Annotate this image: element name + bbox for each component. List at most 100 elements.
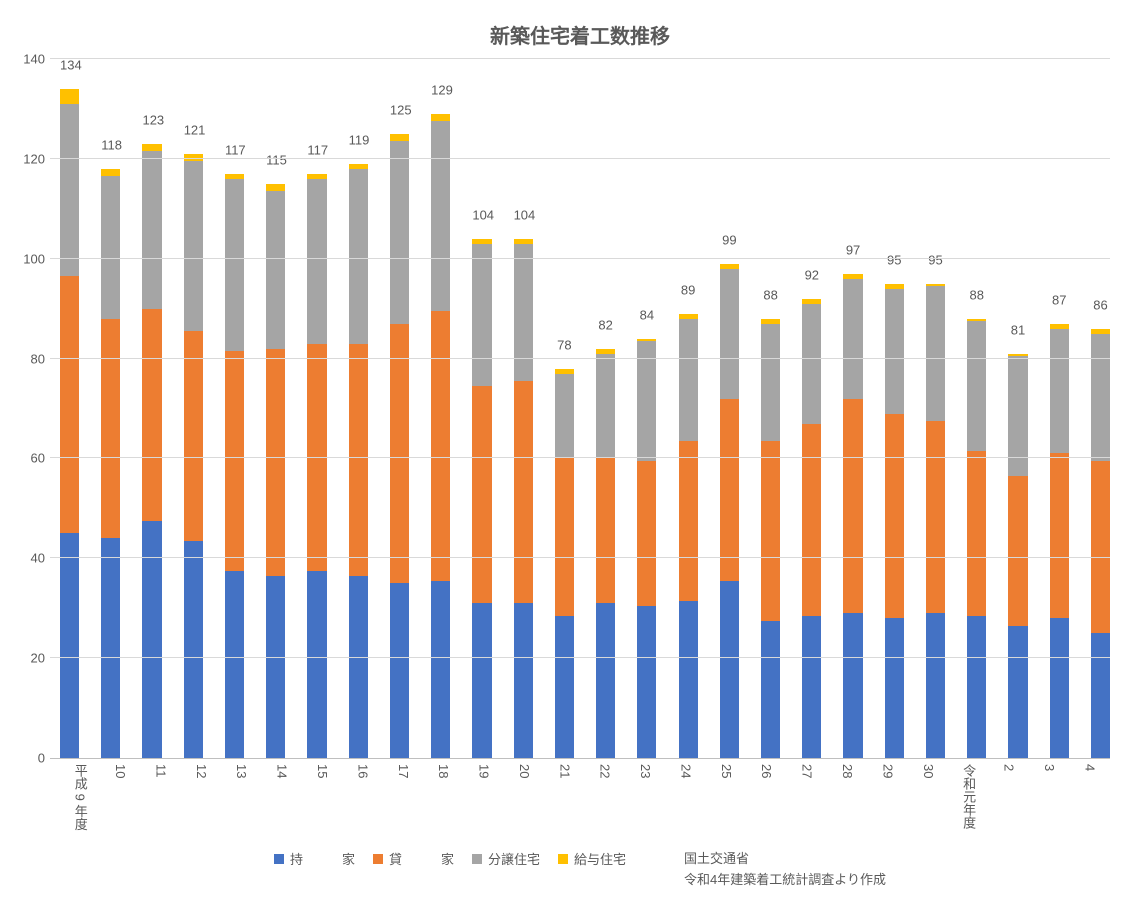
bar-group: 97 xyxy=(843,59,862,758)
legend-label: 分譲住宅 xyxy=(488,849,540,868)
xtick-label: 27 xyxy=(800,764,815,778)
legend-label: 貸 家 xyxy=(389,849,454,868)
bar-group: 134 xyxy=(60,59,79,758)
ytick-label: 140 xyxy=(15,52,45,67)
bar-segment xyxy=(555,374,574,459)
xtick-label: 28 xyxy=(840,764,855,778)
total-label: 82 xyxy=(596,317,615,332)
bar-segment xyxy=(142,151,161,308)
bar-group: 86 xyxy=(1091,59,1110,758)
xtick-label: 4 xyxy=(1082,764,1097,771)
bar-group: 99 xyxy=(720,59,739,758)
bar-group: 82 xyxy=(596,59,615,758)
bar-segment xyxy=(761,441,780,621)
bar-group: 88 xyxy=(967,59,986,758)
total-label: 88 xyxy=(761,287,780,302)
bar-segment xyxy=(60,104,79,276)
chart-container: 新築住宅着工数推移 134118123121117115117119125129… xyxy=(0,0,1140,903)
legend-items: 持 家貸 家分譲住宅給与住宅 xyxy=(274,849,626,868)
bar-segment xyxy=(390,324,409,584)
bar-segment xyxy=(637,461,656,606)
legend: 持 家貸 家分譲住宅給与住宅 国土交通省 令和4年建築着工統計調査より作成 xyxy=(50,849,1110,891)
total-label: 81 xyxy=(1008,322,1027,337)
bar-segment xyxy=(596,354,615,459)
bar-segment xyxy=(967,451,986,616)
bar-segment xyxy=(142,309,161,521)
bar-group: 95 xyxy=(885,59,904,758)
total-label: 104 xyxy=(514,207,533,222)
total-label: 121 xyxy=(184,122,203,137)
xtick-label: 12 xyxy=(194,764,209,778)
gridline xyxy=(50,657,1110,658)
bar-segment xyxy=(266,349,285,576)
total-label: 95 xyxy=(926,252,945,267)
gridline xyxy=(50,358,1110,359)
bar-segment xyxy=(555,616,574,758)
bar-group: 123 xyxy=(142,59,161,758)
bar-group: 88 xyxy=(761,59,780,758)
bar-segment xyxy=(679,441,698,601)
bar-segment xyxy=(60,276,79,533)
xtick-label: 11 xyxy=(153,764,168,778)
bar-segment xyxy=(225,351,244,571)
xtick-label: 14 xyxy=(275,764,290,778)
bar-group: 81 xyxy=(1008,59,1027,758)
bar-segment xyxy=(472,244,491,386)
bar-group: 125 xyxy=(390,59,409,758)
bar-segment xyxy=(431,311,450,581)
bar-group: 84 xyxy=(637,59,656,758)
bar-segment xyxy=(885,289,904,414)
bar-segment xyxy=(926,421,945,613)
bar-segment xyxy=(1091,334,1110,461)
bar-segment xyxy=(225,571,244,758)
total-label: 104 xyxy=(472,207,491,222)
bar-group: 129 xyxy=(431,59,450,758)
gridline xyxy=(50,58,1110,59)
xtick-label: 29 xyxy=(880,764,895,778)
bar-segment xyxy=(802,616,821,758)
bar-segment xyxy=(1091,461,1110,633)
total-label: 87 xyxy=(1050,292,1069,307)
bar-group: 92 xyxy=(802,59,821,758)
bar-segment xyxy=(1050,329,1069,454)
bar-group: 95 xyxy=(926,59,945,758)
bar-segment xyxy=(101,538,120,758)
bar-segment xyxy=(184,161,203,331)
total-label: 134 xyxy=(60,57,79,72)
bar-segment xyxy=(555,458,574,615)
total-label: 125 xyxy=(390,102,409,117)
bar-segment xyxy=(142,144,161,151)
bar-segment xyxy=(225,179,244,351)
bar-segment xyxy=(431,121,450,311)
total-label: 95 xyxy=(885,252,904,267)
bar-segment xyxy=(101,176,120,318)
bar-segment xyxy=(1008,476,1027,626)
legend-label: 持 家 xyxy=(290,849,355,868)
bar-segment xyxy=(266,184,285,191)
bar-segment xyxy=(637,341,656,461)
ytick-label: 120 xyxy=(15,151,45,166)
bar-segment xyxy=(472,386,491,603)
bar-segment xyxy=(1008,626,1027,758)
bar-segment xyxy=(1050,453,1069,618)
gridline xyxy=(50,457,1110,458)
bar-segment xyxy=(60,533,79,758)
xtick-label: 平成 9 年度 xyxy=(71,764,90,830)
bar-segment xyxy=(926,613,945,758)
bar-group: 119 xyxy=(349,59,368,758)
legend-item: 貸 家 xyxy=(373,849,454,868)
bar-segment xyxy=(390,583,409,758)
ytick-label: 20 xyxy=(15,651,45,666)
total-label: 78 xyxy=(555,337,574,352)
bar-segment xyxy=(184,331,203,541)
legend-item: 分譲住宅 xyxy=(472,849,540,868)
bar-segment xyxy=(802,424,821,616)
total-label: 88 xyxy=(967,287,986,302)
total-label: 84 xyxy=(637,307,656,322)
ytick-label: 0 xyxy=(15,751,45,766)
gridline xyxy=(50,258,1110,259)
xtick-label: 30 xyxy=(921,764,936,778)
bar-segment xyxy=(514,603,533,758)
xtick-label: 21 xyxy=(557,764,572,778)
bar-segment xyxy=(101,169,120,176)
